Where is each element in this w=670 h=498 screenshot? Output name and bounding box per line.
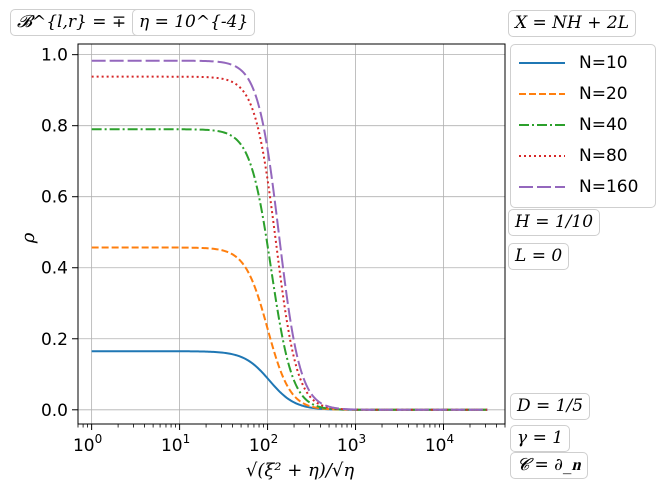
series-line: [91, 350, 488, 411]
series-line: [91, 128, 488, 411]
x-tick-label: 102: [249, 432, 278, 456]
grid: [78, 44, 505, 424]
legend-swatch: [519, 62, 565, 64]
d-value-label: D = 1/5: [510, 393, 591, 420]
legend-swatch: [519, 124, 565, 126]
series-line: [91, 246, 488, 411]
x-tick-label: 104: [425, 432, 454, 456]
legend-label: N=20: [579, 84, 628, 104]
y-axis: 0.0 0.2 0.4 0.6 0.8 1.0: [41, 46, 78, 421]
legend-swatch: [519, 155, 565, 157]
legend-label: N=40: [579, 115, 628, 135]
eta-label: η = 10^{-4}: [132, 9, 256, 36]
x-tick-label: 103: [337, 432, 366, 456]
gamma-value-label: γ = 1: [510, 425, 571, 452]
x-tick-label: 100: [73, 432, 102, 456]
y-tick-label: 0.8: [41, 117, 68, 137]
series-group: [91, 59, 488, 411]
y-tick-label: 0.6: [41, 188, 68, 208]
legend-item: N=160: [519, 173, 638, 201]
y-tick-label: 0.4: [41, 259, 68, 279]
legend-item: N=40: [519, 111, 628, 139]
legend-label: N=10: [579, 53, 628, 73]
x-axis-label: √(ξ² + η)/√η: [246, 460, 354, 481]
y-tick-label: 1.0: [41, 46, 68, 66]
x-expression-label: X = NH + 2L: [508, 10, 637, 37]
plot-frame: [77, 43, 506, 425]
l-value-label: L = 0: [508, 243, 570, 270]
x-tick-label: 101: [161, 432, 190, 456]
series-line: [91, 75, 488, 411]
x-axis: 100 101 102 103 104: [73, 424, 506, 456]
legend-item: N=20: [519, 80, 628, 108]
y-axis-label: ρ: [18, 232, 39, 244]
series-line: [91, 59, 488, 411]
legend-label: N=80: [579, 146, 628, 166]
y-tick-label: 0.0: [41, 401, 68, 421]
c-value-label: 𝓒 = ∂_𝐧: [510, 452, 588, 479]
legend-swatch: [519, 93, 565, 95]
legend-swatch: [519, 186, 565, 188]
legend-label: N=160: [579, 177, 639, 197]
y-tick-label: 0.2: [41, 330, 68, 350]
legend-item: N=80: [519, 142, 628, 170]
h-value-label: H = 1/10: [508, 209, 601, 236]
legend: N=10 N=20 N=40 N=80 N=160: [510, 44, 656, 208]
legend-item: N=10: [519, 49, 628, 77]
